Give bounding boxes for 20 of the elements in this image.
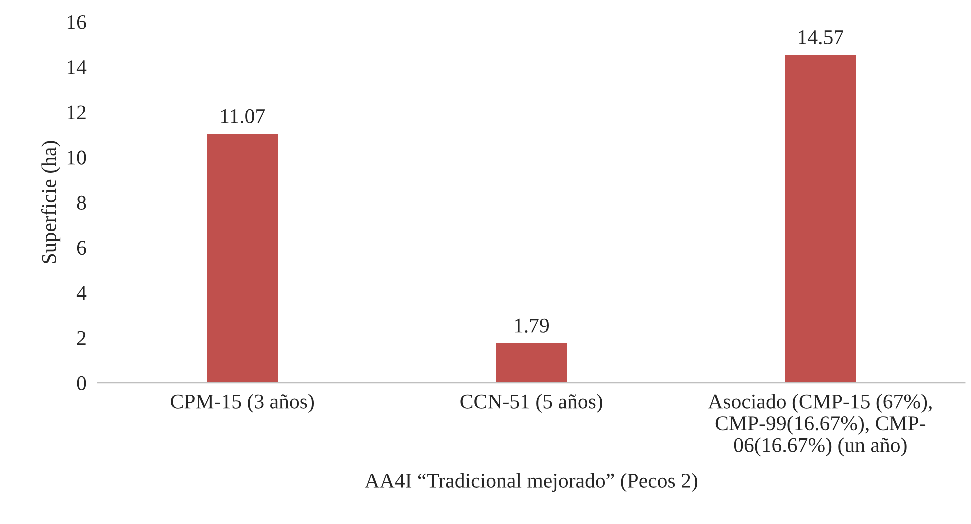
y-tick-label: 16: [68, 15, 86, 30]
y-tick-label: 8: [77, 196, 86, 210]
x-tick-label: CCN-51 (5 años): [460, 394, 602, 414]
y-tick-label: 0: [77, 376, 86, 390]
x-tick-label: CPM-15 (3 años): [171, 394, 314, 414]
y-tick-label: 12: [68, 106, 86, 120]
bar: [494, 342, 568, 384]
bar: [784, 54, 858, 384]
y-tick-label: 14: [68, 60, 87, 74]
data-label: 1.79: [515, 318, 549, 333]
y-tick-label: 2: [77, 331, 86, 346]
data-label: 11.07: [221, 109, 266, 124]
bar: [206, 132, 280, 384]
x-tick-label: Asociado (CMP-15 (67%), CMP-99(16.67%), CMP- 06(16.67%) (un año): [708, 394, 932, 457]
x-axis-title: AA4I “Tradicional mejorado” (Pecos 2): [365, 473, 698, 492]
y-tick-label: 10: [68, 150, 86, 165]
y-tick-label: 4: [76, 286, 87, 300]
y-axis-title: Superficie (ha): [41, 141, 61, 264]
data-label: 14.57: [799, 30, 844, 45]
y-tick-label: 6: [77, 241, 86, 256]
